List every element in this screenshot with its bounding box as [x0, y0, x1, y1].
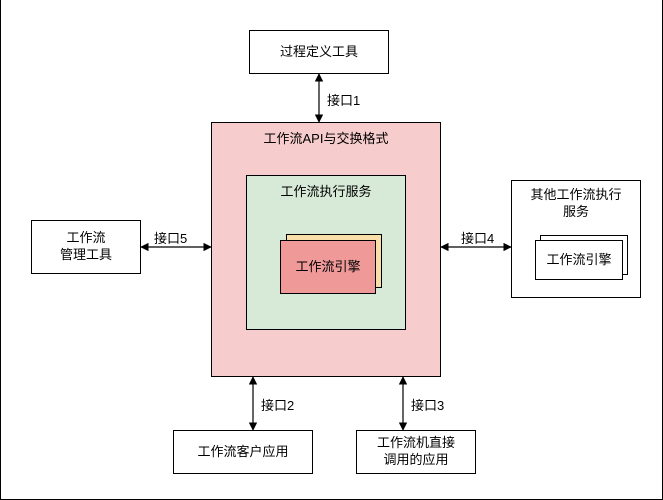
- node-mgmt-tool: 工作流 管理工具: [31, 220, 141, 274]
- edge-label-i2: 接口2: [261, 395, 294, 414]
- node-other-engine: 工作流引擎: [535, 240, 623, 280]
- node-label: 过程定义工具: [280, 44, 358, 61]
- node-client-app: 工作流客户应用: [173, 430, 313, 474]
- diagram-canvas: 过程定义工具 工作流API与交换格式 工作流执行服务 工作流引擎 工作流 管理工…: [0, 0, 663, 500]
- node-label: 工作流机直接 调用的应用: [377, 435, 455, 469]
- node-process-def-tool: 过程定义工具: [249, 30, 389, 74]
- edge-label-i4: 接口4: [461, 228, 494, 247]
- edge-label-i1: 接口1: [327, 90, 360, 109]
- node-label: 工作流API与交换格式: [212, 131, 440, 148]
- node-label: 工作流客户应用: [197, 444, 288, 461]
- node-direct-app: 工作流机直接 调用的应用: [356, 430, 476, 474]
- node-label: 工作流执行服务: [247, 184, 405, 201]
- node-label: 工作流引擎: [546, 252, 611, 269]
- edge-label-i5: 接口5: [154, 228, 187, 247]
- node-label: 工作流引擎: [295, 259, 360, 276]
- node-engine-stack: 工作流引擎: [280, 240, 376, 294]
- edge-label-i3: 接口3: [411, 395, 444, 414]
- node-label: 工作流 管理工具: [60, 230, 112, 264]
- node-label: 其他工作流执行 服务: [512, 187, 640, 221]
